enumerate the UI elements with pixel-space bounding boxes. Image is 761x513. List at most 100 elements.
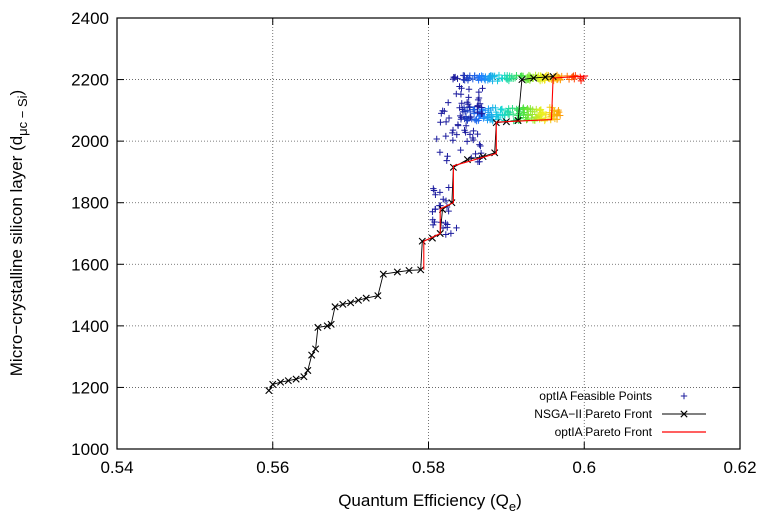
legend-entry-feasible: optIA Feasible Points [539,389,652,403]
nsga-point [374,292,382,300]
nsga-point [354,296,363,304]
x-tick-label: 0.62 [723,458,756,477]
nsga-point [323,322,331,330]
feasible-point [577,77,585,85]
feasible-point [458,85,465,92]
feasible-point [438,110,445,117]
feasible-point [498,105,506,113]
feasible-point [447,230,455,237]
nsga-point [311,345,320,353]
nsga-point [327,320,335,328]
feasible-point [461,72,468,79]
feasible-point [558,72,565,80]
nsga-point [339,300,347,308]
feasible-point [501,72,508,79]
feasible-point [465,74,473,82]
feasible-point [533,105,540,113]
feasible-point [474,158,482,166]
feasible-point [475,77,482,84]
feasible-point [471,116,479,124]
feasible-point [495,71,503,79]
x-axis-title-sub: e [509,499,516,513]
nsga-point [300,373,308,381]
legend-mark-feasible [680,392,688,400]
y-axis-title-sub: μc − Si [15,95,30,135]
feasible-point [524,76,531,83]
feasible-point [482,73,489,80]
feasible-point [451,73,459,81]
feasible-point [489,116,497,123]
feasible-point [509,110,517,118]
feasible-point [484,77,492,84]
feasible-point [491,72,498,80]
feasible-point [518,72,525,79]
nsga-point [405,266,413,275]
feasible-point [472,150,479,158]
feasible-point [539,110,547,117]
feasible-point [470,127,477,135]
nsga-point [541,73,549,81]
feasible-point [475,88,483,96]
y-tick-label: 1800 [71,194,109,213]
legend-mark-nsga [680,410,688,418]
feasible-point [478,110,486,117]
feasible-point [488,113,496,120]
feasible-point [458,114,465,121]
feasible-point [437,119,444,126]
y-axis-title-main: Micro−crystalline silicon layer (d [7,136,26,376]
optia-line [423,75,589,270]
feasible-point [445,207,452,215]
feasible-point [494,77,501,85]
nsga-point [479,152,487,161]
feasible-point [457,112,464,120]
feasible-point [502,107,510,115]
feasible-point [465,94,472,101]
feasible-point [444,153,451,160]
feasible-point [461,127,468,134]
nsga-point [269,380,277,388]
feasible-point [522,77,530,84]
feasible-point [473,115,480,123]
x-axis-title-close: ) [516,491,522,510]
x-axis-title-main: Quantum Efficiency (Q [338,491,509,510]
legend: optIA Feasible Points NSGA−II Pareto Fro… [534,389,706,439]
y-tick-label: 2000 [71,132,109,151]
nsga-point [284,377,292,385]
feasible-point [442,219,449,227]
nsga-point [379,270,387,278]
nsga-point [463,156,472,164]
feasible-point [433,135,440,143]
feasible-point [454,121,462,128]
feasible-point [463,107,471,114]
feasible-point [477,142,484,150]
nsga-point [530,74,538,82]
feasible-point [445,184,452,191]
nsga-point [304,366,312,375]
feasible-point [432,191,439,199]
feasible-point [531,108,538,116]
feasible-point [474,103,481,110]
grid [117,18,740,449]
feasible-point [445,114,453,122]
feasible-point [465,100,472,108]
feasible-point [523,116,530,124]
feasible-point [533,113,541,121]
feasible-point [457,91,465,98]
feasible-point [572,72,579,79]
feasible-point [524,106,532,113]
legend-entry-nsga: NSGA−II Pareto Front [534,407,652,421]
optia-pareto-front [423,75,589,270]
nsga-point [393,268,401,276]
feasible-point [480,115,487,122]
feasible-point [466,131,474,138]
feasible-point [500,112,508,119]
feasible-point [516,112,524,119]
feasible-point [545,72,552,79]
feasible-point [442,132,450,140]
feasible-point [460,76,467,83]
nsga-line [268,76,554,391]
feasible-point [463,116,470,123]
x-tick-label: 0.6 [572,458,596,477]
nsga-point [314,323,322,331]
